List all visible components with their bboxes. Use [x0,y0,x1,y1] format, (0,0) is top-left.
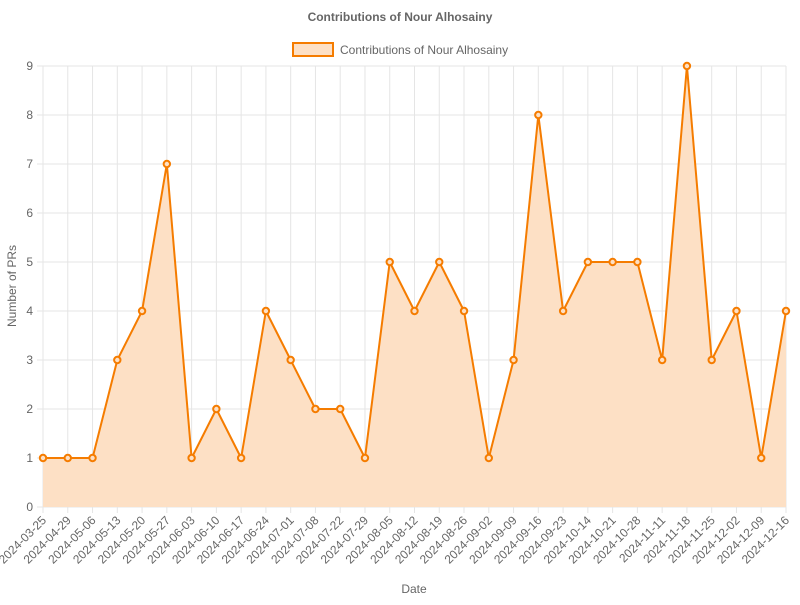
x-axis-title: Date [401,582,427,596]
legend-swatch [292,42,334,57]
data-point [707,355,716,365]
data-point [435,257,444,267]
y-tick-label: 1 [26,451,33,465]
y-tick-label: 0 [26,500,33,514]
data-point [459,306,469,316]
legend[interactable]: Contributions of Nour Alhosainy [292,42,508,57]
data-point [38,453,48,463]
data-point [187,453,196,463]
data-point [113,355,122,365]
y-tick-label: 2 [26,402,33,416]
x-axis-ticks: 2024-03-252024-04-292024-05-062024-05-13… [0,513,792,567]
series-area [43,66,786,507]
data-point [88,453,97,463]
data-point [534,110,543,120]
chart-title: Contributions of Nour Alhosainy [308,10,493,24]
data-point [236,453,246,463]
series-layer [38,61,791,507]
data-point [212,404,221,414]
legend-label: Contributions of Nour Alhosainy [340,43,508,57]
y-axis-ticks: 0 1 2 3 4 5 6 7 8 9 [26,59,33,514]
y-tick-label: 4 [26,304,33,318]
data-point [509,355,518,365]
data-point [682,61,692,71]
data-point [63,453,72,463]
data-point [608,257,617,267]
data-point [410,306,419,316]
data-point [311,404,320,414]
data-point [286,355,295,365]
y-tick-label: 3 [26,353,33,367]
y-tick-label: 6 [26,206,33,220]
data-point [162,159,172,169]
y-tick-label: 7 [26,157,33,171]
y-tick-label: 5 [26,255,33,269]
y-axis-title: Number of PRs [5,245,19,327]
y-tick-label: 8 [26,108,33,122]
data-point [484,453,493,463]
data-point [558,306,568,316]
data-point [360,453,370,463]
data-point [781,306,791,316]
data-point [137,306,147,316]
data-point [732,306,741,316]
y-tick-label: 9 [26,59,33,73]
data-point [583,257,593,267]
data-point [385,257,394,267]
data-point [261,306,271,316]
data-point [757,453,766,463]
data-point [657,355,667,365]
data-point [336,404,345,414]
data-point [633,257,642,267]
